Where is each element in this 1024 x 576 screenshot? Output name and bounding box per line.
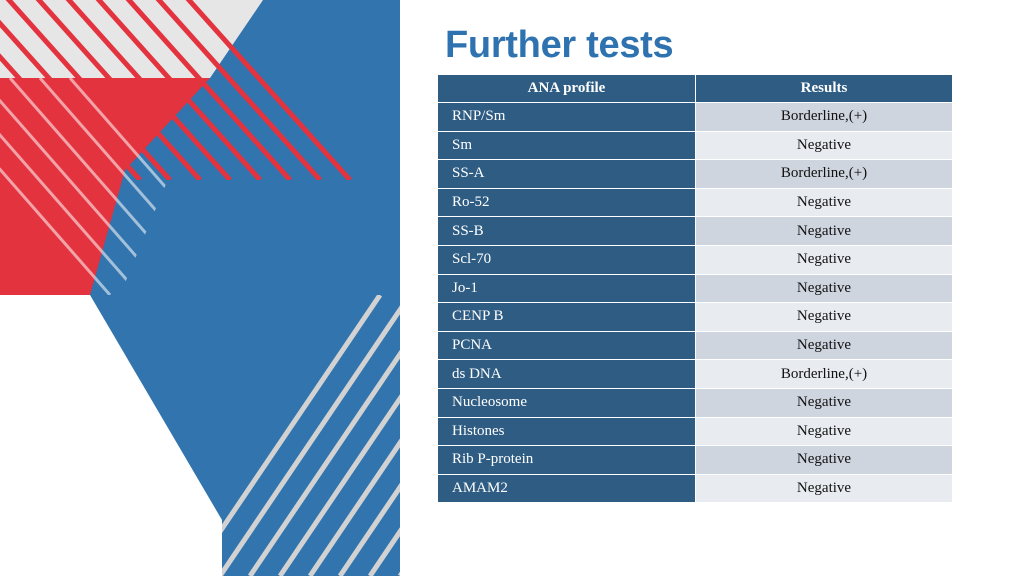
profile-cell: SS-B: [437, 216, 696, 246]
result-cell: Negative: [695, 244, 953, 275]
table-row: RNP/Sm Borderline,(+): [437, 102, 953, 132]
slide-title: Further tests: [445, 24, 674, 66]
profile-cell: PCNA: [437, 330, 696, 361]
profile-cell: AMAM2: [437, 473, 696, 504]
profile-cell: Sm: [437, 130, 696, 161]
header-ana-profile: ANA profile: [437, 74, 696, 103]
result-cell: Negative: [695, 330, 953, 361]
result-cell: Negative: [695, 216, 953, 246]
profile-cell: CENP B: [437, 302, 696, 332]
table-row: Rib P-protein Negative: [437, 445, 953, 475]
result-cell: Negative: [695, 473, 953, 504]
table-row: Scl-70 Negative: [437, 244, 953, 275]
table-row: CENP B Negative: [437, 302, 953, 332]
table-row: SS-A Borderline,(+): [437, 159, 953, 189]
result-cell: Borderline,(+): [695, 159, 953, 189]
profile-cell: Histones: [437, 416, 696, 447]
profile-cell: Ro-52: [437, 187, 696, 218]
result-cell: Negative: [695, 273, 953, 304]
profile-cell: SS-A: [437, 159, 696, 189]
result-cell: Negative: [695, 387, 953, 418]
profile-cell: RNP/Sm: [437, 102, 696, 132]
table-row: Jo-1 Negative: [437, 273, 953, 304]
result-cell: Negative: [695, 416, 953, 447]
table-header-row: ANA profile Results: [437, 74, 953, 103]
profile-cell: Nucleosome: [437, 387, 696, 418]
table-row: Histones Negative: [437, 416, 953, 447]
profile-cell: Rib P-protein: [437, 445, 696, 475]
decorative-background: [0, 0, 400, 576]
result-cell: Borderline,(+): [695, 102, 953, 132]
grey-stripes: [222, 295, 400, 576]
table-row: AMAM2 Negative: [437, 473, 953, 504]
table-row: Sm Negative: [437, 130, 953, 161]
result-cell: Negative: [695, 445, 953, 475]
profile-cell: Scl-70: [437, 244, 696, 275]
result-cell: Borderline,(+): [695, 359, 953, 389]
header-results: Results: [695, 74, 953, 103]
table-row: ds DNA Borderline,(+): [437, 359, 953, 389]
table-row: Ro-52 Negative: [437, 187, 953, 218]
table-row: Nucleosome Negative: [437, 387, 953, 418]
red-stripes: [0, 0, 352, 180]
profile-cell: Jo-1: [437, 273, 696, 304]
result-cell: Negative: [695, 187, 953, 218]
table-row: SS-B Negative: [437, 216, 953, 246]
result-cell: Negative: [695, 302, 953, 332]
result-cell: Negative: [695, 130, 953, 161]
profile-cell: ds DNA: [437, 359, 696, 389]
ana-profile-table: ANA profile Results RNP/Sm Borderline,(+)…: [437, 74, 953, 504]
table-row: PCNA Negative: [437, 330, 953, 361]
